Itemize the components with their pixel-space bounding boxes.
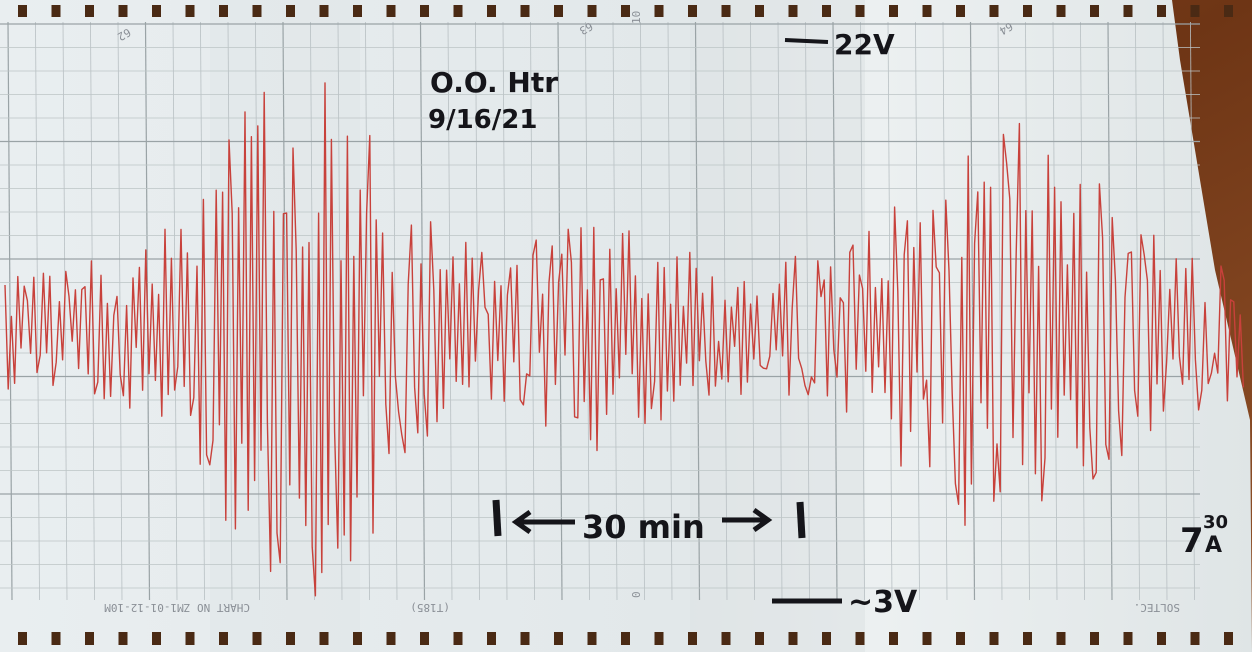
sprocket-holes: [18, 5, 1233, 645]
sprocket-hole: [855, 632, 865, 645]
sprocket-hole: [554, 632, 563, 645]
sprocket-hole: [1056, 632, 1066, 645]
sprocket-hole: [1157, 5, 1166, 17]
sprocket-hole: [721, 632, 731, 645]
sprocket-hole: [85, 632, 94, 645]
sprocket-hole: [654, 5, 664, 17]
sprocket-hole: [922, 632, 932, 645]
interval-note: 30 min: [582, 508, 705, 546]
sprocket-hole: [621, 5, 630, 17]
sprocket-hole: [554, 5, 563, 17]
sprocket-hole: [688, 632, 697, 645]
sprocket-hole: [453, 5, 463, 17]
interval-mark: [796, 501, 806, 539]
sprocket-hole: [420, 632, 429, 645]
sprocket-hole: [18, 5, 27, 17]
sprocket-hole: [219, 632, 228, 645]
sprocket-hole: [319, 632, 329, 645]
sprocket-hole: [51, 5, 61, 17]
sprocket-hole: [319, 5, 329, 17]
sprocket-hole: [453, 632, 463, 645]
sprocket-hole: [1023, 632, 1032, 645]
paper-mark: 64: [997, 19, 1015, 37]
arrow-left: [511, 509, 575, 535]
sprocket-hole: [1190, 632, 1200, 645]
interval-mark: [492, 499, 502, 537]
sprocket-hole: [822, 632, 831, 645]
sprocket-hole: [353, 5, 362, 17]
level-dash: [784, 38, 829, 44]
sprocket-hole: [654, 632, 664, 645]
sprocket-hole: [989, 632, 999, 645]
sprocket-hole: [353, 632, 362, 645]
sprocket-hole: [587, 632, 597, 645]
scale-label: 10: [630, 11, 643, 24]
sprocket-hole: [1123, 5, 1133, 17]
time-hour: 7: [1180, 521, 1204, 561]
heater-note: O.O. Htr: [430, 66, 558, 99]
sprocket-hole: [956, 5, 965, 17]
paper-mark: 62: [115, 25, 133, 43]
sprocket-hole: [152, 5, 161, 17]
sprocket-hole: [85, 5, 94, 17]
sprocket-hole: [51, 632, 61, 645]
sprocket-hole: [788, 632, 798, 645]
sprocket-hole: [520, 5, 530, 17]
sprocket-hole: [487, 632, 496, 645]
sprocket-hole: [219, 5, 228, 17]
sprocket-hole: [286, 5, 295, 17]
sprocket-hole: [386, 632, 396, 645]
sprocket-hole: [152, 632, 161, 645]
sprocket-hole: [889, 5, 898, 17]
sprocket-hole: [688, 5, 697, 17]
date-note: 9/16/21: [428, 105, 537, 135]
brand: SOLTEC.: [1134, 601, 1180, 614]
bottom-level-note: ~3V: [848, 585, 918, 620]
sprocket-hole: [1224, 5, 1233, 17]
sprocket-hole: [1023, 5, 1032, 17]
sprocket-hole: [1190, 5, 1200, 17]
sprocket-hole: [420, 5, 429, 17]
sprocket-hole: [252, 5, 262, 17]
sprocket-hole: [386, 5, 396, 17]
time-minutes: 30: [1203, 512, 1228, 533]
top-level-note: 22V: [834, 28, 895, 61]
scale-label: 0: [630, 591, 643, 598]
sprocket-hole: [956, 632, 965, 645]
sprocket-hole: [587, 5, 597, 17]
sprocket-hole: [755, 632, 764, 645]
sprocket-hole: [1090, 5, 1099, 17]
sprocket-hole: [185, 5, 195, 17]
sprocket-hole: [252, 632, 262, 645]
sprocket-hole: [922, 5, 932, 17]
sprocket-hole: [755, 5, 764, 17]
sprocket-hole: [1090, 632, 1099, 645]
sprocket-hole: [520, 632, 530, 645]
pen-trace: [4, 82, 1245, 597]
paper-mark: 63: [577, 19, 595, 37]
sprocket-hole: [1123, 632, 1133, 645]
sprocket-hole: [1157, 632, 1166, 645]
sprocket-hole: [118, 5, 128, 17]
time-suffix: A: [1205, 533, 1222, 558]
chart-code: (T185): [410, 601, 450, 614]
sprocket-hole: [1056, 5, 1066, 17]
sprocket-hole: [889, 632, 898, 645]
sprocket-hole: [788, 5, 798, 17]
chart-number: CHART NO ZM1-01-12-10M: [104, 601, 250, 614]
sprocket-hole: [286, 632, 295, 645]
sprocket-hole: [621, 632, 630, 645]
arrow-right: [722, 507, 773, 533]
sprocket-hole: [855, 5, 865, 17]
sprocket-hole: [1224, 632, 1233, 645]
sprocket-hole: [989, 5, 999, 17]
sprocket-hole: [822, 5, 831, 17]
sprocket-hole: [487, 5, 496, 17]
sprocket-hole: [721, 5, 731, 17]
sprocket-hole: [118, 632, 128, 645]
sprocket-hole: [18, 632, 27, 645]
sprocket-hole: [185, 632, 195, 645]
